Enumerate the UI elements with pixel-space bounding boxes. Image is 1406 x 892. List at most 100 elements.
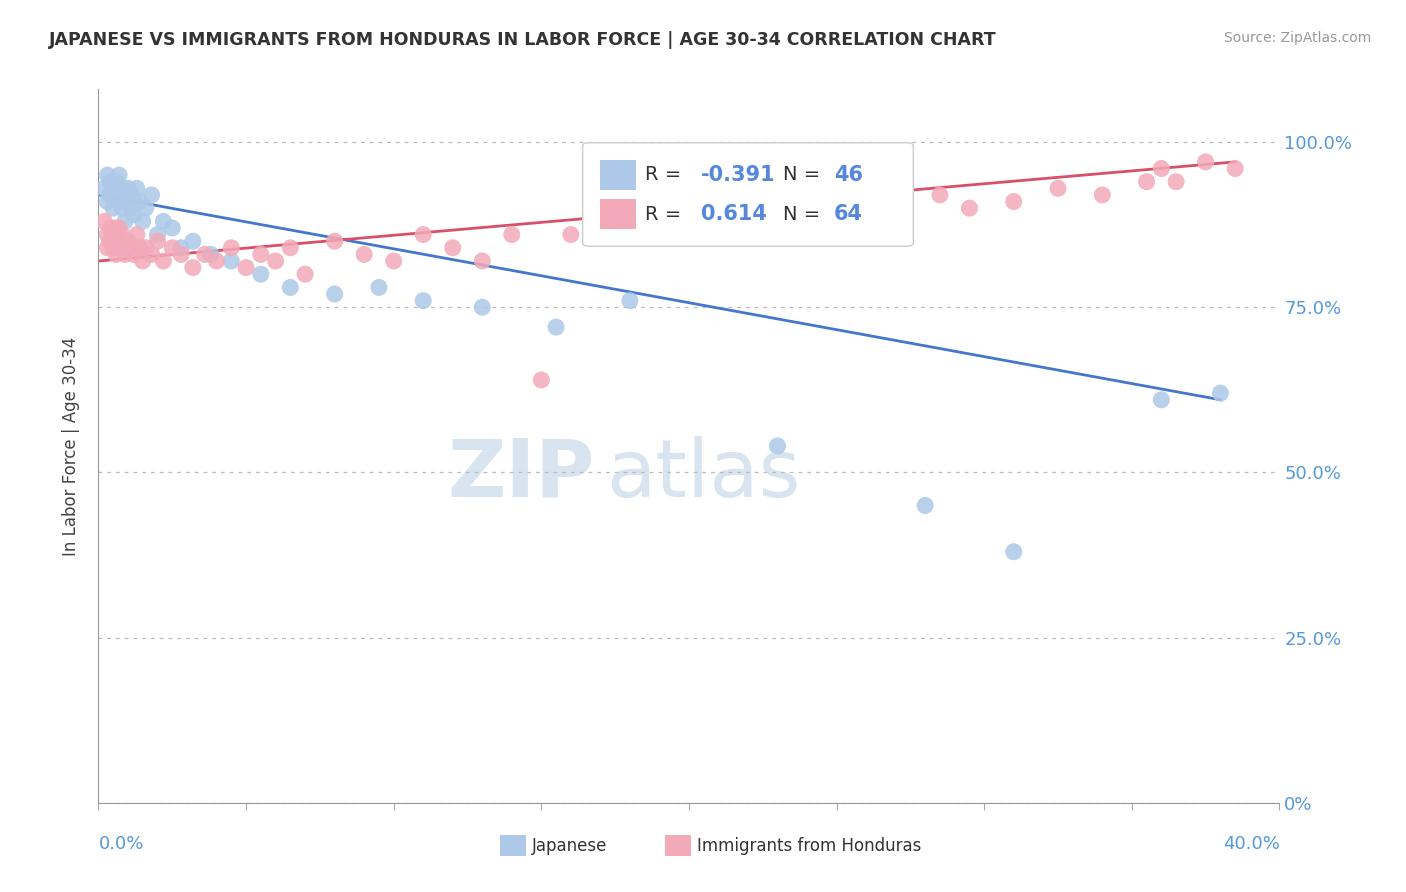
Point [1046,181,1069,195]
Point [928,188,950,202]
Point [170,247,193,261]
Point [278,280,302,294]
Text: ZIP: ZIP [447,435,595,514]
Text: 46: 46 [834,165,863,185]
Point [125,227,148,242]
Text: Immigrants from Honduras: Immigrants from Honduras [697,837,921,855]
Point [98,234,121,248]
Point [125,181,148,195]
Point [122,247,145,261]
Point [103,201,125,215]
Point [323,287,346,301]
Point [108,168,131,182]
Point [93,214,115,228]
Bar [665,835,692,856]
Point [108,234,131,248]
Point [128,241,150,255]
Point [108,221,131,235]
Point [1002,194,1025,209]
Point [141,188,163,202]
Point [111,241,134,255]
Point [589,221,612,235]
Point [132,254,155,268]
Point [1223,161,1246,176]
Point [103,241,125,255]
Point [128,194,150,209]
Point [412,293,434,308]
Point [766,214,789,228]
Point [181,260,204,275]
Point [96,168,118,182]
Point [146,227,169,242]
Text: 0.0%: 0.0% [98,835,143,853]
Point [560,227,582,242]
Point [98,175,121,189]
Point [114,188,136,202]
Point [205,254,228,268]
Point [170,241,193,255]
Point [103,227,125,242]
Point [103,181,125,195]
Point [120,188,142,202]
Point [250,247,273,261]
Point [219,241,242,255]
Point [353,247,375,261]
Point [135,241,157,255]
Point [152,254,174,268]
Point [250,267,273,281]
Point [619,214,641,228]
Point [135,201,157,215]
Point [678,208,700,222]
Text: Japanese: Japanese [531,837,607,855]
Point [98,188,121,202]
Point [235,260,257,275]
Point [200,247,222,261]
Point [105,175,128,189]
Bar [600,199,636,229]
Point [111,201,134,215]
Text: 64: 64 [834,204,863,224]
Point [98,221,121,235]
Point [1135,175,1157,189]
Point [162,241,183,255]
Point [117,181,139,195]
Text: atlas: atlas [606,435,800,514]
Point [105,188,128,202]
Y-axis label: In Labor Force | Age 30-34: In Labor Force | Age 30-34 [62,336,80,556]
Point [181,234,204,248]
Point [766,439,789,453]
Point [278,241,302,255]
Text: JAPANESE VS IMMIGRANTS FROM HONDURAS IN LABOR FORCE | AGE 30-34 CORRELATION CHAR: JAPANESE VS IMMIGRANTS FROM HONDURAS IN … [49,31,997,49]
Point [810,201,832,215]
Point [294,267,316,281]
Point [96,241,118,255]
Text: Source: ZipAtlas.com: Source: ZipAtlas.com [1223,31,1371,45]
Text: -0.391: -0.391 [700,165,775,185]
Point [471,300,494,314]
Point [96,194,118,209]
Point [117,194,139,209]
Point [368,280,391,294]
Point [114,247,136,261]
Text: R =: R = [645,204,688,224]
Point [501,227,523,242]
Point [619,293,641,308]
Point [648,221,671,235]
Point [141,247,163,261]
Point [162,221,183,235]
Point [105,247,128,261]
Point [117,234,139,248]
Point [1091,188,1114,202]
Text: R =: R = [645,165,688,185]
Point [1209,386,1232,401]
Point [264,254,287,268]
Point [108,194,131,209]
Point [120,201,142,215]
Point [1002,545,1025,559]
Point [105,221,128,235]
Text: 0.614: 0.614 [700,204,766,224]
Point [111,181,134,195]
Point [914,499,936,513]
Point [122,208,145,222]
Point [412,227,434,242]
